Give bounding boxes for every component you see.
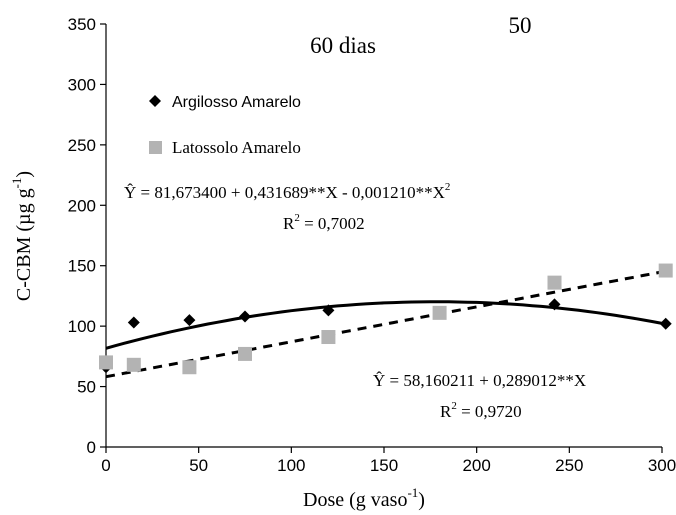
equation-argilosso-text: Ŷ = 81,673400 + 0,431689**X - 0,001210**… — [124, 181, 450, 202]
equation-latossolo-main: Ŷ = 58,160211 + 0,289012**X — [373, 371, 586, 390]
legend-label-argilosso: Argilosso Amarelo — [172, 94, 301, 111]
x-axis-title-main: Dose (g vaso — [303, 489, 407, 511]
x-tick-label: 150 — [370, 456, 398, 475]
equation-argilosso: Ŷ = 81,673400 + 0,431689**X - 0,001210**… — [124, 181, 450, 233]
r2-argilosso-sup: 2 — [294, 212, 300, 224]
x-axis-title-sup: -1 — [407, 485, 418, 500]
r2-argilosso-text: R2 = 0,7002 — [283, 212, 365, 233]
fit-line-series-1 — [105, 270, 663, 379]
x-tick-label: 50 — [189, 456, 208, 475]
y-tick-label: 0 — [87, 438, 96, 457]
legend-marker-argilosso — [149, 95, 161, 107]
y-tick-label: 100 — [68, 317, 96, 336]
point-series-1 — [238, 346, 252, 361]
point-series-1 — [126, 357, 141, 372]
legend: Argilosso Amarelo Latossolo Amarelo — [149, 94, 301, 157]
y-axis-title: C-CBM (µg g-1) — [9, 171, 35, 301]
r2-latossolo-value: = 0,9720 — [457, 402, 522, 421]
point-series-0 — [659, 317, 672, 330]
data-points — [99, 263, 673, 375]
y-tick-label: 50 — [77, 378, 96, 397]
x-tick-label: 250 — [555, 456, 583, 475]
point-series-0 — [548, 298, 561, 311]
r2-argilosso-label: R — [283, 214, 295, 233]
r2-latossolo-label: R — [440, 402, 452, 421]
point-series-0 — [127, 316, 140, 329]
y-tick-label: 150 — [68, 257, 96, 276]
legend-marker-latossolo — [149, 141, 162, 154]
equation-latossolo: Ŷ = 58,160211 + 0,289012**X R2 = 0,9720 — [373, 371, 586, 421]
y-axis-title-sup: -1 — [9, 178, 24, 189]
r2-argilosso-value: = 0,7002 — [300, 214, 365, 233]
point-series-1 — [99, 355, 113, 370]
point-series-1 — [182, 360, 197, 375]
equation-argilosso-sup: 2 — [445, 181, 451, 193]
point-series-1 — [658, 263, 673, 278]
point-series-0 — [183, 314, 196, 327]
equation-latossolo-text: Ŷ = 58,160211 + 0,289012**X — [373, 371, 586, 390]
y-axis-title-suffix: ) — [13, 171, 35, 178]
panel-label: 50 — [509, 13, 532, 38]
fit-line-series-0 — [105, 300, 663, 350]
fit-lines — [105, 270, 663, 379]
point-series-1 — [547, 275, 562, 290]
x-tick-label: 100 — [277, 456, 305, 475]
equation-argilosso-main: Ŷ = 81,673400 + 0,431689**X - 0,001210**… — [124, 183, 445, 202]
point-series-0 — [239, 310, 251, 323]
point-series-1 — [321, 330, 336, 345]
x-axis-title: Dose (g vaso-1) — [303, 485, 425, 511]
y-tick-label: 250 — [68, 136, 96, 155]
r2-latossolo-text: R2 = 0,9720 — [440, 400, 522, 421]
r2-latossolo-sup: 2 — [451, 400, 457, 412]
point-series-1 — [432, 305, 447, 320]
x-tick-label: 300 — [648, 456, 676, 475]
y-axis-title-main: C-CBM (µg g — [13, 188, 35, 301]
point-series-0 — [322, 304, 335, 317]
legend-label-latossolo: Latossolo Amarelo — [172, 138, 301, 157]
y-tick-label: 350 — [68, 15, 96, 34]
x-axis-title-suffix: ) — [418, 489, 425, 511]
x-tick-label: 0 — [101, 456, 110, 475]
x-tick-label: 200 — [462, 456, 490, 475]
y-tick-label: 300 — [68, 75, 96, 94]
chart-title: 60 dias — [310, 33, 376, 58]
y-tick-label: 200 — [68, 196, 96, 215]
